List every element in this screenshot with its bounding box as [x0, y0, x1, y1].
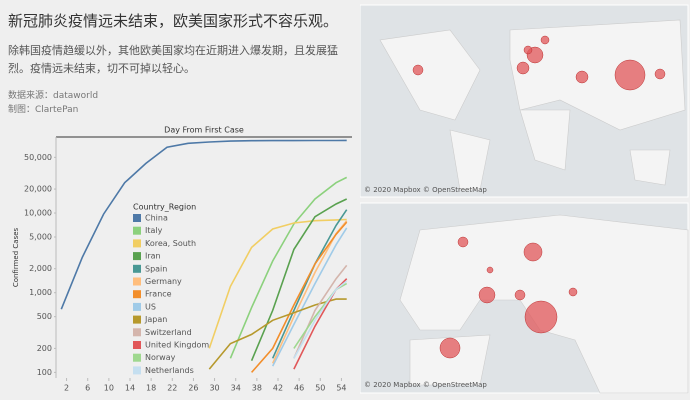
series-line — [208, 298, 347, 370]
x-tick-label: 2 — [64, 384, 69, 393]
y-tick-label: 50,000 — [24, 153, 52, 162]
subtitle: 除韩国疫情趋缓以外，其他欧美国家均在近期进入爆发期，且发展猛烈。疫情远未结束，切… — [8, 44, 338, 75]
x-tick-label: 54 — [336, 384, 346, 393]
y-tick-label: 20,000 — [24, 185, 52, 194]
legend-label: Spain — [145, 264, 167, 273]
bubbles — [412, 35, 666, 91]
x-tick-label: 10 — [104, 384, 114, 393]
legend-label: Italy — [145, 226, 163, 235]
y-tick-label: 10,000 — [24, 209, 52, 218]
title: 新冠肺炎疫情远未结束，欧美国家形式不容乐观。 — [8, 12, 339, 30]
legend-title: Country_Region — [133, 203, 196, 212]
legend-swatch — [133, 328, 141, 337]
series-line — [271, 227, 348, 367]
series-line — [293, 278, 348, 370]
legend-label: Iran — [145, 252, 161, 261]
legend-swatch — [133, 252, 141, 261]
x-tick-label: 26 — [188, 384, 198, 393]
chart-title: Day From First Case — [164, 126, 244, 135]
author: 制图：ClartePan — [8, 105, 79, 115]
legend-swatch — [133, 264, 141, 273]
legend-swatch — [133, 315, 141, 324]
attribution: © 2020 Mapbox © OpenStreetMap — [364, 186, 487, 194]
y-tick-label: 200 — [37, 344, 52, 353]
x-tick-label: 6 — [85, 384, 90, 393]
series-line — [293, 264, 348, 359]
line-chart: Day From First Case Confirmed Cases 100 200… — [12, 126, 352, 393]
x-tick-label: 50 — [315, 384, 325, 393]
legend-label: US — [145, 302, 156, 311]
legend-label: Netherlands — [145, 366, 194, 375]
x-tick-label: 46 — [294, 384, 304, 393]
y-tick-label: 1,000 — [29, 288, 52, 297]
x-tick-label: 22 — [167, 384, 177, 393]
legend-swatch — [133, 302, 141, 311]
x-tick-label: 34 — [231, 384, 241, 393]
y-axis-label: Confirmed Cases — [12, 227, 20, 287]
legend-label: Japan — [144, 315, 167, 324]
y-tick-label: 2,000 — [29, 264, 52, 273]
maps: © 2020 Mapbox © OpenStreetMap © 2020 Map… — [360, 4, 689, 394]
legend-label: Korea, South — [145, 239, 196, 248]
series-line — [293, 282, 348, 349]
series-line — [293, 280, 348, 359]
legend-swatch — [133, 226, 141, 235]
land — [379, 19, 686, 191]
legend-label: Switzerland — [145, 328, 192, 337]
legend-label: Norway — [145, 353, 176, 362]
series-line — [229, 176, 348, 359]
source: 数据来源：dataworld — [8, 91, 99, 101]
legend-label: United Kingdom — [145, 341, 209, 350]
legend-swatch — [133, 341, 141, 349]
x-tick-label: 18 — [146, 384, 156, 393]
legend-swatch — [133, 214, 141, 222]
x-tick-label: 30 — [209, 384, 219, 393]
legend-label: Germany — [145, 277, 182, 286]
legend-label: China — [145, 214, 168, 223]
legend-label: France — [145, 290, 172, 299]
x-tick-label: 42 — [273, 384, 283, 393]
y-tick-label: 5,000 — [29, 233, 52, 242]
y-tick-label: 500 — [37, 312, 52, 321]
legend-swatch — [133, 290, 141, 299]
attribution: © 2020 Mapbox © OpenStreetMap — [364, 381, 487, 389]
series-line — [208, 218, 347, 349]
series-line — [60, 139, 347, 310]
legend-swatch — [133, 366, 141, 375]
series-line — [250, 198, 348, 362]
x-tick-label: 38 — [252, 384, 262, 393]
legend-swatch — [133, 353, 141, 362]
y-tick-label: 100 — [37, 368, 52, 377]
legend-swatch — [133, 239, 141, 248]
legend-swatch — [133, 277, 141, 286]
x-tick-label: 14 — [125, 384, 135, 393]
bubbles — [439, 236, 578, 359]
series-line — [250, 221, 348, 373]
